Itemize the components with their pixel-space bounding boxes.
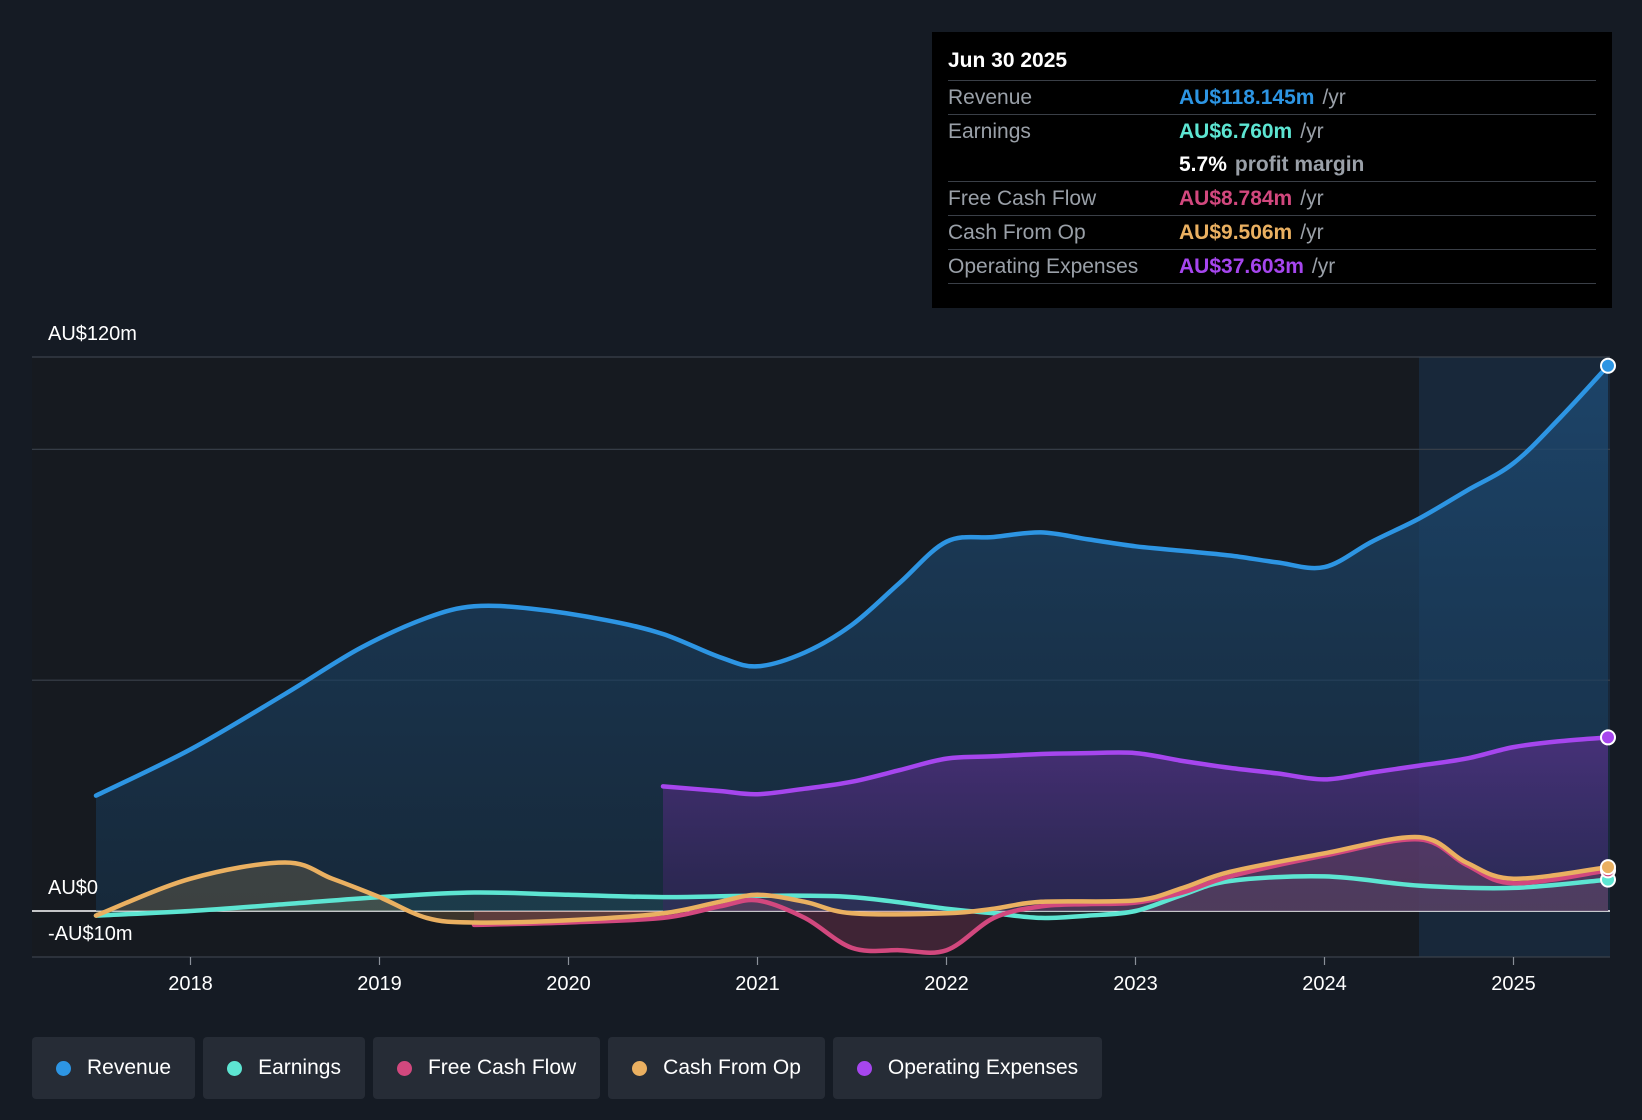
tooltip-row-profit-margin: 5.7% profit margin <box>948 148 1596 181</box>
tooltip-value: AU$9.506m <box>1179 221 1292 245</box>
legend-item-earnings[interactable]: Earnings <box>203 1037 365 1099</box>
operating-expenses-dot-icon <box>857 1061 872 1076</box>
tooltip-unit: /yr <box>1312 255 1335 279</box>
tooltip-row-earnings: Earnings AU$6.760m /yr <box>948 114 1596 148</box>
tooltip-unit: /yr <box>1300 120 1323 144</box>
tooltip-label: Revenue <box>948 86 1179 110</box>
legend-label: Revenue <box>87 1056 171 1080</box>
tooltip-row-free-cash-flow: Free Cash Flow AU$8.784m /yr <box>948 181 1596 215</box>
tooltip-panel: Jun 30 2025 Revenue AU$118.145m /yr Earn… <box>932 32 1612 308</box>
tooltip-value: 5.7% <box>1179 153 1227 177</box>
tooltip-unit: /yr <box>1322 86 1345 110</box>
x-tick-label: 2018 <box>168 973 213 995</box>
legend-item-revenue[interactable]: Revenue <box>32 1037 195 1099</box>
x-tick-label: 2024 <box>1302 973 1347 995</box>
tooltip-row-revenue: Revenue AU$118.145m /yr <box>948 80 1596 114</box>
tooltip-label: Cash From Op <box>948 221 1179 245</box>
legend-label: Free Cash Flow <box>428 1056 576 1080</box>
tooltip-unit: profit margin <box>1235 153 1365 177</box>
x-tick-label: 2022 <box>924 973 969 995</box>
tooltip-value: AU$37.603m <box>1179 255 1304 279</box>
tooltip-value: AU$118.145m <box>1179 86 1314 110</box>
tooltip-unit: /yr <box>1300 221 1323 245</box>
revenue-dot-icon <box>56 1061 71 1076</box>
cash-from-op-dot-icon <box>632 1061 647 1076</box>
x-tick-label: 2019 <box>357 973 402 995</box>
tooltip-date: Jun 30 2025 <box>948 46 1596 80</box>
legend-label: Operating Expenses <box>888 1056 1078 1080</box>
revenue-endpoint[interactable] <box>1601 359 1615 373</box>
tooltip-label: Operating Expenses <box>948 255 1179 279</box>
legend-item-operating-expenses[interactable]: Operating Expenses <box>833 1037 1102 1099</box>
x-tick-label: 2023 <box>1113 973 1158 995</box>
tooltip-unit: /yr <box>1300 187 1323 211</box>
tooltip-label: Free Cash Flow <box>948 187 1179 211</box>
y-label-bottom: -AU$10m <box>48 923 132 945</box>
cash-from-op-endpoint[interactable] <box>1601 860 1615 874</box>
tooltip-value: AU$6.760m <box>1179 120 1292 144</box>
y-label-zero: AU$0 <box>48 877 98 899</box>
y-label-top: AU$120m <box>48 323 137 345</box>
tooltip-value: AU$8.784m <box>1179 187 1292 211</box>
legend: Revenue Earnings Free Cash Flow Cash Fro… <box>32 1037 1102 1099</box>
legend-item-free-cash-flow[interactable]: Free Cash Flow <box>373 1037 600 1099</box>
x-tick-label: 2025 <box>1491 973 1536 995</box>
earnings-dot-icon <box>227 1061 242 1076</box>
x-tick-label: 2021 <box>735 973 780 995</box>
tooltip-row-cash-from-op: Cash From Op AU$9.506m /yr <box>948 215 1596 249</box>
tooltip-row-operating-expenses: Operating Expenses AU$37.603m /yr <box>948 249 1596 284</box>
tooltip-label: Earnings <box>948 120 1179 144</box>
operating-expenses-endpoint[interactable] <box>1601 730 1615 744</box>
legend-item-cash-from-op[interactable]: Cash From Op <box>608 1037 825 1099</box>
legend-label: Cash From Op <box>663 1056 801 1080</box>
legend-label: Earnings <box>258 1056 341 1080</box>
x-tick-label: 2020 <box>546 973 591 995</box>
free-cash-flow-dot-icon <box>397 1061 412 1076</box>
